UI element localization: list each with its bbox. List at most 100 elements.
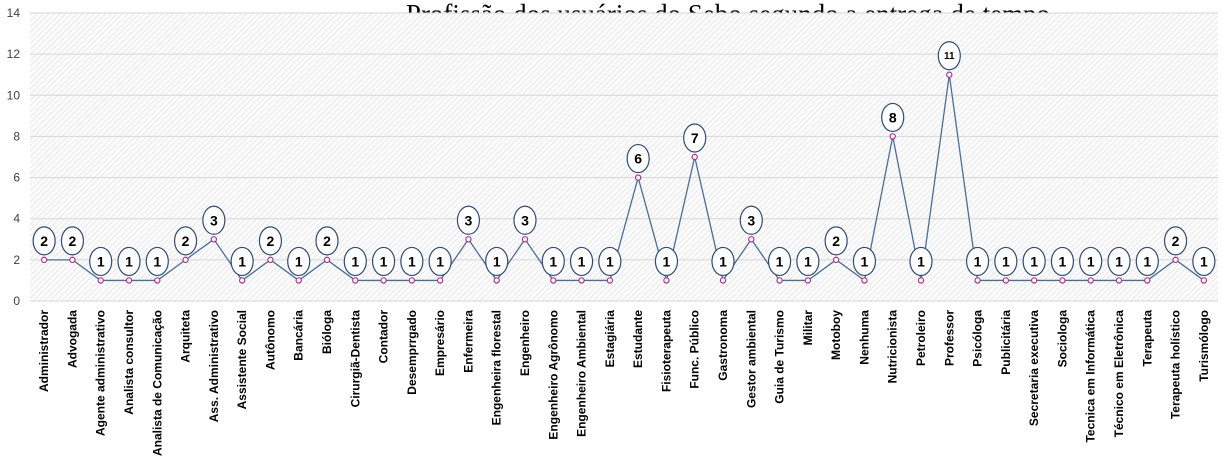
data-point: [97, 277, 104, 284]
y-tick-label: 8: [13, 129, 20, 143]
data-label-bubble: [117, 246, 141, 277]
data-label: 1: [796, 246, 820, 277]
data-label: 1: [852, 246, 877, 277]
data-label: 1: [654, 246, 679, 277]
x-tick-label: Engenheiro Ambiental: [575, 310, 589, 437]
x-tick-label: Engenheiro: [518, 310, 532, 376]
data-label: 1: [117, 246, 141, 277]
data-label-text: 1: [153, 253, 161, 269]
data-label-bubble: [626, 143, 650, 174]
data-label-bubble: [145, 246, 169, 277]
data-label-text: 11: [944, 51, 955, 62]
x-tick-label: Analista de Comunicação: [150, 310, 164, 456]
data-point: [125, 277, 133, 284]
data-point: [550, 277, 557, 284]
data-label-bubble: [173, 226, 198, 256]
data-point: [974, 277, 981, 284]
data-label: 1: [767, 246, 792, 277]
x-tick-label: Enfermeira: [461, 310, 475, 373]
data-label: 1: [1079, 246, 1103, 277]
x-tick-label: Terapeuta holístico: [1169, 310, 1183, 419]
data-label-text: 1: [1115, 253, 1123, 269]
data-label-bubble: [598, 246, 622, 277]
x-tick-label: Analista consultor: [122, 310, 136, 415]
data-point: [946, 71, 953, 78]
data-label: 2: [173, 226, 198, 256]
data-label-bubble: [230, 246, 254, 277]
data-label-bubble: [711, 246, 735, 277]
data-label: 2: [824, 226, 848, 256]
y-tick-label: 6: [13, 171, 20, 185]
x-tick-label: Fisioterapeuta: [659, 310, 673, 392]
data-label-text: 1: [606, 253, 614, 269]
data-label-text: 2: [69, 233, 77, 249]
data-point: [323, 256, 331, 264]
data-label: 1: [89, 246, 113, 277]
x-tick-label: Psicóloga: [971, 310, 985, 367]
data-label-text: 1: [1059, 253, 1067, 269]
data-label-text: 1: [917, 253, 925, 269]
data-label: 3: [202, 205, 226, 235]
data-point: [238, 277, 246, 284]
data-label-text: 1: [719, 253, 727, 269]
data-label-bubble: [1135, 246, 1159, 277]
x-tick-label: Gastronoma: [716, 310, 730, 381]
data-point: [832, 256, 840, 264]
data-label-bubble: [937, 41, 961, 71]
data-label: 2: [1163, 226, 1188, 256]
data-point: [804, 277, 812, 284]
data-label: 6: [626, 143, 650, 174]
data-label-bubble: [258, 226, 283, 256]
x-tick-label: Nenhuma: [857, 310, 871, 365]
data-label: 1: [1192, 246, 1216, 277]
x-tick-label: Engenheiro Agrônomo: [546, 310, 560, 440]
data-label-bubble: [824, 226, 848, 256]
data-point: [69, 256, 76, 264]
data-label: 3: [456, 205, 481, 235]
data-label-bubble: [683, 123, 707, 153]
data-label-text: 1: [351, 253, 359, 269]
data-label-bubble: [60, 226, 85, 256]
data-label: 3: [513, 205, 537, 235]
data-label: 1: [343, 246, 367, 277]
data-label-bubble: [881, 102, 905, 133]
data-label: 1: [145, 246, 169, 277]
data-label-text: 3: [465, 212, 473, 228]
data-label-text: 2: [1172, 233, 1180, 249]
data-point: [380, 277, 387, 284]
x-tick-label: Advogada: [65, 310, 79, 368]
data-label-text: 3: [747, 212, 755, 228]
x-tick-label: Func. Público: [688, 310, 702, 389]
data-point: [719, 277, 727, 284]
x-tick-label: Sociologa: [1055, 310, 1069, 368]
data-label-bubble: [569, 246, 594, 277]
x-tick-label: Assistente Social: [235, 310, 249, 409]
data-label-bubble: [400, 246, 424, 277]
data-point: [210, 236, 218, 243]
data-label-text: 1: [493, 253, 501, 269]
data-label-text: 2: [267, 233, 275, 249]
data-label-bubble: [654, 246, 679, 277]
x-tick-label: Terapeuta: [1140, 310, 1154, 367]
data-label-text: 1: [861, 253, 869, 269]
y-axis-ticks: 0 2 4 6 8 10 12 14: [7, 6, 21, 308]
data-label-text: 1: [295, 253, 303, 269]
data-label-text: 1: [97, 253, 105, 269]
data-label-bubble: [89, 246, 113, 277]
data-label-text: 8: [889, 109, 897, 125]
x-tick-label: Petroleiro: [914, 310, 928, 366]
data-label-text: 2: [323, 233, 331, 249]
data-label: 2: [258, 226, 283, 256]
data-label: 3: [739, 205, 763, 235]
data-label-text: 1: [776, 253, 784, 269]
data-label-bubble: [32, 226, 56, 256]
x-tick-label: Empresário: [433, 310, 447, 376]
data-label-bubble: [1192, 246, 1216, 277]
x-tick-label: Cirurgiã-Dentista: [348, 310, 362, 408]
data-point: [267, 256, 274, 264]
data-point: [691, 153, 698, 161]
data-point: [606, 277, 614, 284]
x-tick-label: Secretaria executiva: [1027, 310, 1041, 426]
data-label-bubble: [1022, 246, 1046, 277]
